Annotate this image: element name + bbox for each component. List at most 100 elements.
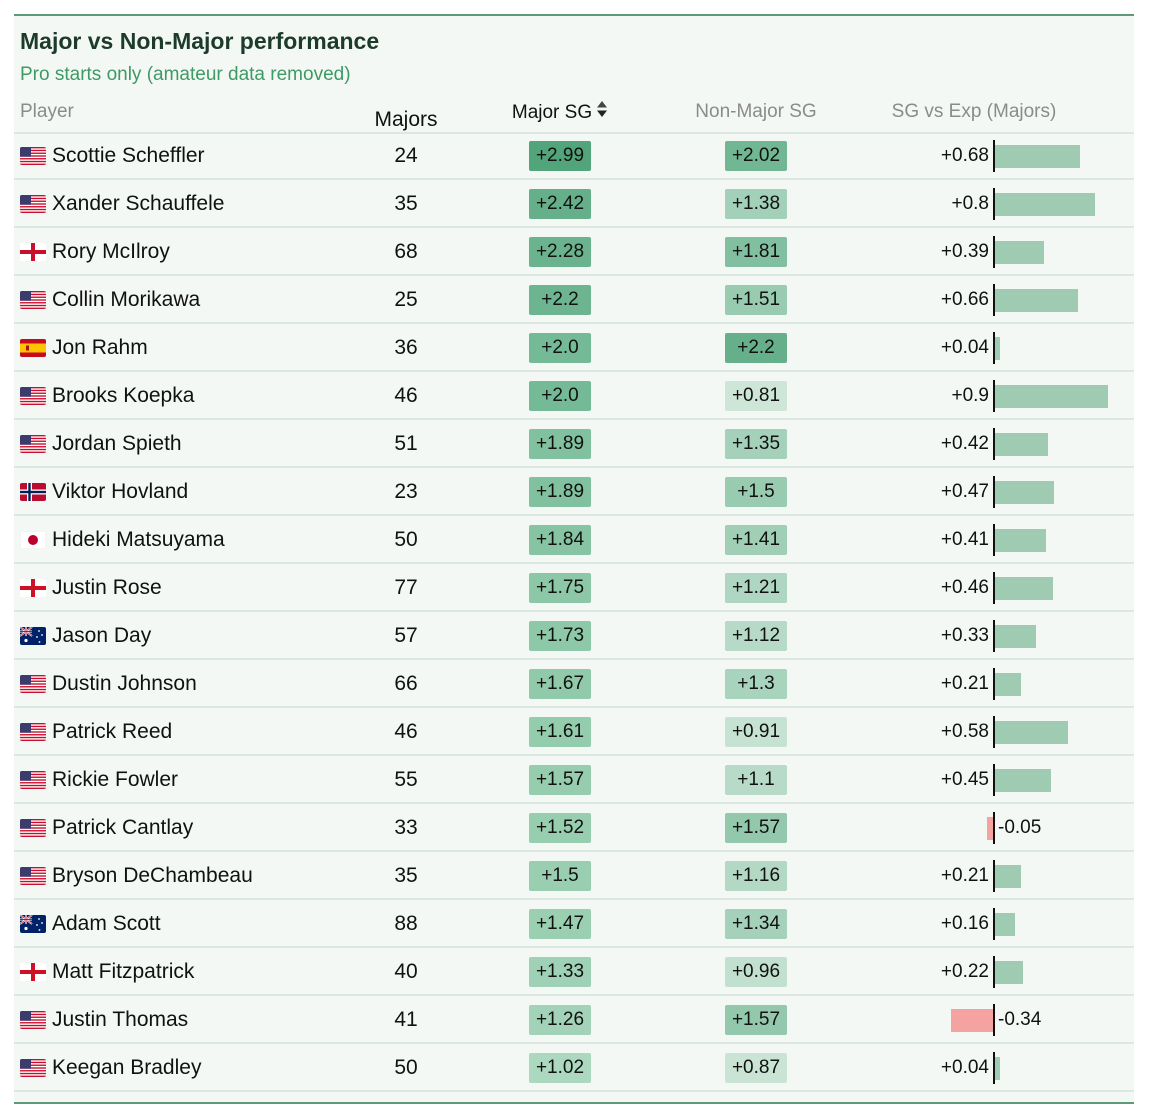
zero-axis-line [993,332,995,364]
australia-flag-icon [20,915,46,933]
sg-vs-exp-bar [995,337,1000,360]
major-sg-cell: +1.47 [529,909,591,939]
table-row[interactable]: Viktor Hovland 23 +1.89 +1.5 +0.47 [14,468,1134,516]
player-name: Jordan Spieth [52,432,182,455]
player-name: Keegan Bradley [52,1056,202,1079]
zero-axis-line [993,860,995,892]
non-major-sg-cell: +1.16 [725,861,787,891]
table-row[interactable]: Dustin Johnson 66 +1.67 +1.3 +0.21 [14,660,1134,708]
player-name: Patrick Reed [52,720,173,743]
table-row[interactable]: Patrick Cantlay 33 +1.52 +1.57 -0.05 [14,804,1134,852]
table-row[interactable]: Collin Morikawa 25 +2.2 +1.51 +0.66 [14,276,1134,324]
player-name: Bryson DeChambeau [52,864,253,887]
major-sg-cell: +2.42 [529,189,591,219]
table-row[interactable]: Jordan Spieth 51 +1.89 +1.35 +0.42 [14,420,1134,468]
sg-vs-exp-bar [995,289,1078,312]
majors-count: 25 [394,288,418,311]
sg-vs-exp-value: +0.16 [940,913,989,934]
majors-count: 55 [394,768,418,791]
zero-axis-line [993,476,995,508]
usa-flag-icon [20,867,46,885]
usa-flag-icon [20,675,46,693]
majors-count: 46 [394,384,418,407]
sg-vs-exp-value: +0.58 [940,721,989,742]
table-row[interactable]: Justin Thomas 41 +1.26 +1.57 -0.34 [14,996,1134,1044]
table-row[interactable]: Keegan Bradley 50 +1.02 +0.87 +0.04 [14,1044,1134,1092]
table-row[interactable]: Jon Rahm 36 +2.0 +2.2 +0.04 [14,324,1134,372]
majors-count: 57 [394,624,418,647]
column-header-major-sg[interactable]: Major SG [484,101,636,125]
sg-vs-exp-value: +0.42 [940,433,989,454]
table-row[interactable]: Adam Scott 88 +1.47 +1.34 +0.16 [14,900,1134,948]
usa-flag-icon [20,435,46,453]
column-header-sg-vs-exp[interactable]: SG vs Exp (Majors) [874,101,1074,123]
sg-vs-exp-bar [995,145,1080,168]
table-row[interactable]: Justin Rose 77 +1.75 +1.21 +0.46 [14,564,1134,612]
table-row[interactable]: Bryson DeChambeau 35 +1.5 +1.16 +0.21 [14,852,1134,900]
table-row[interactable]: Patrick Reed 46 +1.61 +0.91 +0.58 [14,708,1134,756]
non-major-sg-cell: +2.02 [725,141,787,171]
majors-count: 51 [394,432,418,455]
table-row[interactable]: Brooks Koepka 46 +2.0 +0.81 +0.9 [14,372,1134,420]
table-row[interactable]: Matt Fitzpatrick 40 +1.33 +0.96 +0.22 [14,948,1134,996]
sg-vs-exp-value: +0.8 [951,193,989,214]
player-name: Patrick Cantlay [52,816,194,839]
table-row[interactable]: Scottie Scheffler 24 +2.99 +2.02 +0.68 [14,132,1134,180]
table-card: Major vs Non-Major performance Pro start… [14,14,1134,1104]
major-sg-cell: +1.5 [529,861,591,891]
non-major-sg-cell: +0.87 [725,1053,787,1083]
player-name: Rickie Fowler [52,768,179,791]
non-major-sg-cell: +0.96 [725,957,787,987]
player-name: Brooks Koepka [52,384,195,407]
zero-axis-line [993,668,995,700]
non-major-sg-cell: +1.41 [725,525,787,555]
zero-axis-line [993,716,995,748]
table-row[interactable]: Hideki Matsuyama 50 +1.84 +1.41 +0.41 [14,516,1134,564]
sg-vs-exp-value: -0.34 [998,1009,1042,1030]
column-header-player[interactable]: Player [20,101,74,123]
usa-flag-icon [20,195,46,213]
zero-axis-line [993,620,995,652]
column-header-sg-vs-exp-label: SG vs Exp (Majors) [891,101,1057,122]
zero-axis-line [993,380,995,412]
non-major-sg-cell: +1.35 [725,429,787,459]
player-name: Justin Thomas [52,1008,189,1031]
majors-count: 66 [394,672,418,695]
table-row[interactable]: Rickie Fowler 55 +1.57 +1.1 +0.45 [14,756,1134,804]
major-sg-cell: +2.0 [529,381,591,411]
sg-vs-exp-bar [995,961,1023,984]
zero-axis-line [993,908,995,940]
sg-vs-exp-value: +0.21 [940,865,989,886]
sg-vs-exp-value: +0.41 [940,529,989,550]
table-row[interactable]: Rory McIlroy 68 +2.28 +1.81 +0.39 [14,228,1134,276]
major-sg-cell: +1.26 [529,1005,591,1035]
sort-updown-icon[interactable] [596,100,608,124]
zero-axis-line [993,140,995,172]
column-header-majors[interactable]: Majors [324,108,488,132]
table-row[interactable]: Xander Schauffele 35 +2.42 +1.38 +0.8 [14,180,1134,228]
zero-axis-line [993,236,995,268]
non-major-sg-cell: +1.51 [725,285,787,315]
majors-count: 41 [394,1008,418,1031]
sg-vs-exp-value: +0.21 [940,673,989,694]
player-name: Jon Rahm [52,336,148,359]
table-header: Player Majors Major SG Non-Major SG SG v… [14,96,1134,134]
sg-vs-exp-bar [995,529,1047,552]
major-sg-cell: +2.0 [529,333,591,363]
table-row[interactable]: Jason Day 57 +1.73 +1.12 +0.33 [14,612,1134,660]
player-name: Xander Schauffele [52,192,225,215]
spain-flag-icon [20,339,46,357]
sg-vs-exp-bar [995,385,1108,408]
column-header-non-major-sg[interactable]: Non-Major SG [676,101,836,123]
sg-vs-exp-bar [995,481,1054,504]
majors-count: 36 [394,336,418,359]
sg-vs-exp-bar [995,193,1095,216]
player-name: Collin Morikawa [52,288,201,311]
major-sg-cell: +1.75 [529,573,591,603]
sg-vs-exp-value: +0.39 [940,241,989,262]
non-major-sg-cell: +1.81 [725,237,787,267]
table-body: Scottie Scheffler 24 +2.99 +2.02 +0.68 Xander… [14,132,1134,1092]
non-major-sg-cell: +1.57 [725,813,787,843]
major-sg-cell: +1.61 [529,717,591,747]
majors-count: 46 [394,720,418,743]
